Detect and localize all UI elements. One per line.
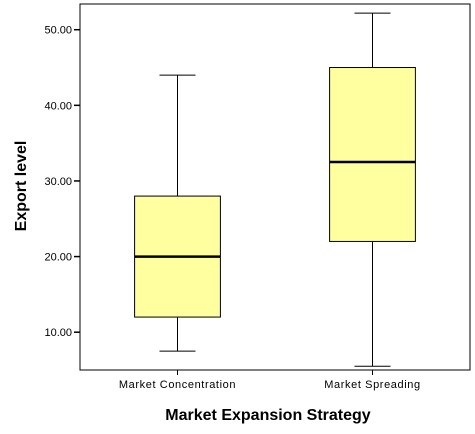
y-tick-label: 50.00 xyxy=(44,25,72,37)
box-0 xyxy=(134,74,221,352)
box-1 xyxy=(329,12,416,367)
y-tick-label: 30.00 xyxy=(44,176,72,188)
y-tick-label: 40.00 xyxy=(44,100,72,112)
y-axis: 10.00 20.00 30.00 40.00 50.00 xyxy=(44,25,80,339)
y-tick-label: 20.00 xyxy=(44,252,72,264)
y-axis-title: Export level xyxy=(13,141,30,232)
x-tick-label: Market Spreading xyxy=(324,379,420,391)
x-tick-label: Market Concentration xyxy=(119,379,236,391)
iqr-box xyxy=(329,67,416,242)
x-axis: Market Concentration Market Spreading xyxy=(119,370,420,391)
y-tick-label: 10.00 xyxy=(44,327,72,339)
boxes xyxy=(134,12,416,367)
x-axis-title: Market Expansion Strategy xyxy=(165,407,371,424)
